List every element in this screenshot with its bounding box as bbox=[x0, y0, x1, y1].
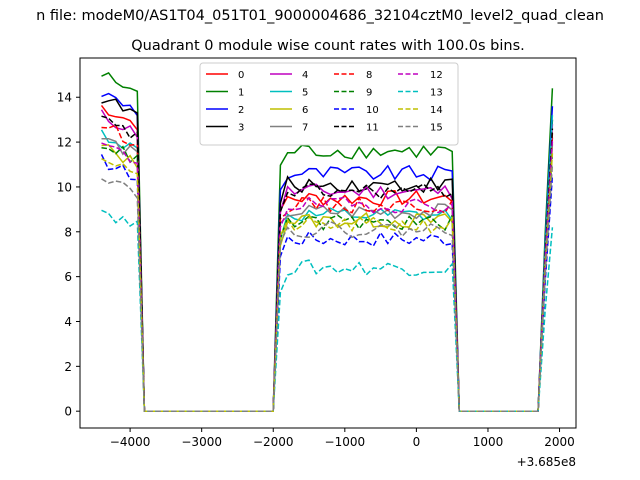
legend-label-12: 12 bbox=[430, 70, 443, 81]
legend-label-2: 2 bbox=[238, 105, 244, 116]
axes-frame bbox=[79, 57, 577, 429]
chart-title: Quadrant 0 module wise count rates with … bbox=[131, 38, 525, 54]
plot-lines bbox=[100, 71, 554, 412]
x-tick-label: 1000 bbox=[473, 435, 504, 449]
x-tick-label: −2000 bbox=[253, 435, 294, 449]
legend-label-5: 5 bbox=[302, 88, 308, 99]
y-tick-label: 0 bbox=[64, 405, 72, 419]
figure-suptitle: n file: modeM0/AS1T04_051T01_9000004686_… bbox=[36, 8, 604, 24]
series-line-12 bbox=[101, 139, 554, 412]
legend-label-14: 14 bbox=[430, 105, 443, 116]
series-line-8 bbox=[101, 124, 554, 412]
legend-label-10: 10 bbox=[366, 105, 379, 116]
legend-label-9: 9 bbox=[366, 88, 372, 99]
legend-label-7: 7 bbox=[302, 123, 308, 134]
x-offset-label: +3.685e8 bbox=[517, 455, 576, 469]
legend-label-3: 3 bbox=[238, 123, 244, 134]
y-tick-label: 8 bbox=[64, 225, 72, 239]
legend-label-1: 1 bbox=[238, 88, 244, 99]
y-tick-label: 14 bbox=[57, 91, 72, 105]
series-line-15 bbox=[101, 164, 554, 412]
legend-label-13: 13 bbox=[430, 88, 443, 99]
legend-label-15: 15 bbox=[430, 123, 443, 134]
legend-label-8: 8 bbox=[366, 70, 372, 81]
y-tick-label: 10 bbox=[57, 180, 72, 194]
x-tick-label: 2000 bbox=[544, 435, 575, 449]
legend-label-4: 4 bbox=[302, 70, 308, 81]
x-tick-label: −4000 bbox=[110, 435, 151, 449]
legend-box bbox=[199, 62, 459, 146]
y-tick-label: 2 bbox=[64, 360, 72, 374]
y-tick-label: 6 bbox=[64, 270, 72, 284]
y-tick-label: 4 bbox=[64, 315, 72, 329]
legend-label-0: 0 bbox=[238, 70, 244, 81]
x-tick-label: −1000 bbox=[325, 435, 366, 449]
legend-label-11: 11 bbox=[366, 123, 379, 134]
x-tick-label: −3000 bbox=[181, 435, 222, 449]
x-tick-label: 0 bbox=[413, 435, 421, 449]
y-tick-label: 12 bbox=[57, 136, 72, 150]
legend-label-6: 6 bbox=[302, 105, 308, 116]
